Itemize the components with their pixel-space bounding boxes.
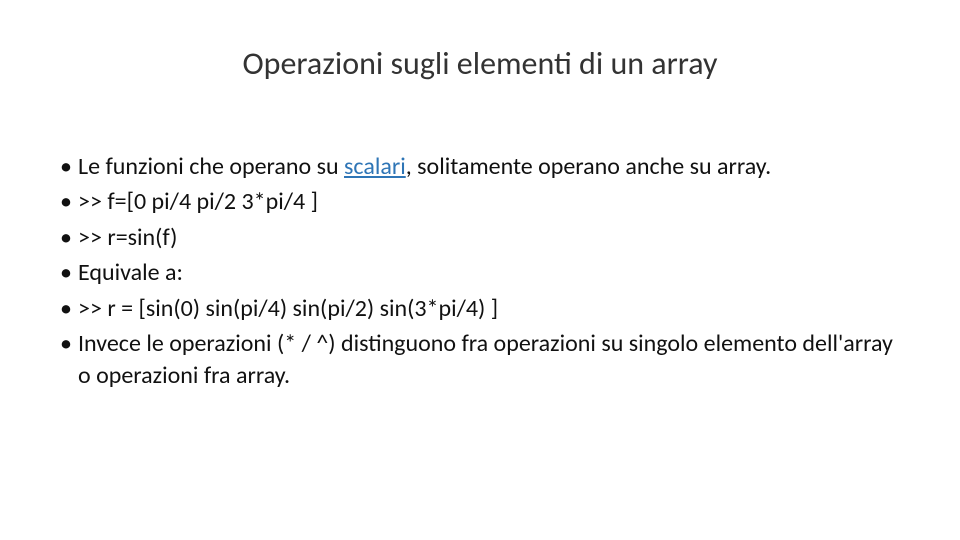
list-item: >> r=sin(f) xyxy=(60,222,900,254)
list-item: Equivale a: xyxy=(60,257,900,289)
list-item: Invece le operazioni (* / ^) distinguono… xyxy=(60,328,900,393)
bullet-text-post: , solitamente operano anche su array. xyxy=(406,152,771,181)
bullet-text: >> r=sin(f) xyxy=(78,223,177,252)
bullet-text: >> r = [sin(0) sin(pi/4) sin(pi/2) sin(3… xyxy=(78,294,498,323)
list-item: >> f=[0 pi/4 pi/2 3*pi/4 ] xyxy=(60,186,900,218)
page-title: Operazioni sugli elementi di un array xyxy=(60,44,900,83)
bullet-text: Invece le operazioni (* / ^) distinguono… xyxy=(78,329,893,390)
list-item: Le funzioni che operano su scalari, soli… xyxy=(60,151,900,183)
slide: Operazioni sugli elementi di un array Le… xyxy=(0,0,960,540)
link-text[interactable]: scalari xyxy=(344,152,406,181)
bullet-text-pre: Le funzioni che operano su xyxy=(78,152,344,181)
bullet-text: >> f=[0 pi/4 pi/2 3*pi/4 ] xyxy=(78,187,318,216)
list-item: >> r = [sin(0) sin(pi/4) sin(pi/2) sin(3… xyxy=(60,293,900,325)
bullet-text: Equivale a: xyxy=(78,258,183,287)
bullet-list: Le funzioni che operano su scalari, soli… xyxy=(60,151,900,393)
